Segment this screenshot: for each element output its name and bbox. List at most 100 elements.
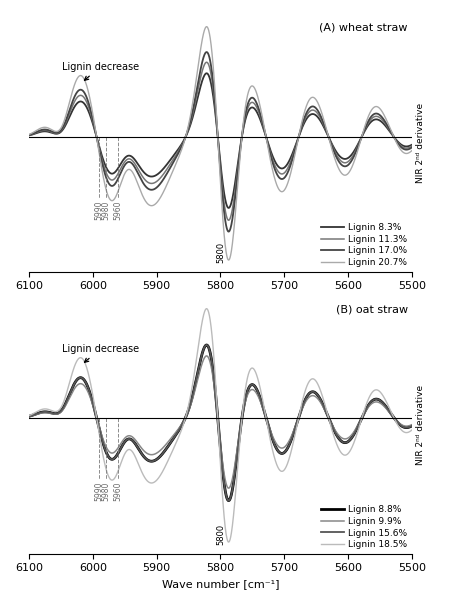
Lignin 9.9% (26, 413, 32, 420)
Lignin 17.0% (328, 140, 334, 147)
Lignin 9.9% (46, 410, 51, 417)
Lignin 8.8% (409, 422, 415, 429)
Line: Lignin 9.9%: Lignin 9.9% (29, 356, 412, 488)
Lignin 15.6% (26, 413, 32, 420)
Text: Lignin decrease: Lignin decrease (62, 62, 139, 80)
Lignin 20.7% (409, 147, 415, 154)
Lignin 8.3% (26, 132, 32, 139)
Lignin 11.3% (212, 106, 218, 113)
Lignin 8.8% (398, 422, 404, 429)
Legend: Lignin 8.8%, Lignin 9.9%, Lignin 15.6%, Lignin 18.5%: Lignin 8.8%, Lignin 9.9%, Lignin 15.6%, … (321, 505, 407, 549)
Lignin 15.6% (328, 420, 334, 427)
Lignin 20.7% (46, 124, 51, 132)
Lignin 17.0% (46, 126, 51, 133)
Lignin 18.5% (409, 426, 415, 434)
Text: (B) oat straw: (B) oat straw (336, 304, 408, 315)
Lignin 20.7% (212, 92, 218, 100)
Lignin 18.5% (212, 374, 218, 382)
Lignin 8.8% (328, 420, 334, 427)
Lignin 8.3% (398, 141, 404, 148)
Text: 5990: 5990 (95, 481, 104, 501)
Lignin 8.8% (202, 342, 208, 350)
Lignin 9.9% (204, 352, 210, 359)
Lignin 18.5% (202, 307, 208, 314)
Lignin 11.3% (328, 139, 334, 146)
Lignin 18.5% (398, 426, 404, 433)
Line: Lignin 18.5%: Lignin 18.5% (29, 309, 412, 542)
Lignin 8.8% (204, 341, 210, 349)
Lignin 8.3% (409, 141, 415, 149)
Line: Lignin 15.6%: Lignin 15.6% (29, 345, 412, 501)
Lignin 15.6% (212, 388, 218, 395)
Lignin 18.5% (398, 426, 404, 433)
Lignin 17.0% (212, 102, 218, 109)
Lignin 18.5% (204, 305, 210, 312)
Line: Lignin 20.7%: Lignin 20.7% (29, 27, 412, 260)
Lignin 15.6% (46, 408, 51, 416)
Lignin 11.3% (409, 143, 415, 150)
Lignin 9.9% (398, 421, 404, 428)
Lignin 17.0% (398, 143, 404, 150)
Text: 5980: 5980 (101, 481, 110, 501)
Lignin 15.6% (398, 422, 404, 429)
Lignin 9.9% (328, 419, 334, 426)
Text: 5800: 5800 (216, 242, 225, 263)
Lignin 8.8% (26, 413, 32, 420)
Text: (A) wheat straw: (A) wheat straw (319, 23, 408, 33)
X-axis label: Wave number [cm⁻¹]: Wave number [cm⁻¹] (162, 579, 279, 589)
Lignin 15.6% (202, 342, 208, 350)
Lignin 18.5% (46, 406, 51, 413)
Lignin 9.9% (226, 484, 231, 492)
Lignin 11.3% (398, 143, 404, 150)
Lignin 15.6% (226, 497, 231, 504)
Lignin 18.5% (328, 422, 334, 429)
Lignin 9.9% (409, 421, 415, 428)
Lignin 9.9% (212, 392, 218, 399)
Text: NIR 2ⁿᵈ derivative: NIR 2ⁿᵈ derivative (416, 385, 425, 466)
Lignin 8.8% (226, 497, 231, 504)
Lignin 15.6% (398, 422, 404, 429)
Lignin 17.0% (409, 144, 415, 151)
Lignin 20.7% (398, 147, 404, 154)
Line: Lignin 11.3%: Lignin 11.3% (29, 62, 412, 220)
Lignin 17.0% (26, 132, 32, 139)
Lignin 20.7% (202, 25, 208, 32)
Lignin 11.3% (226, 217, 231, 224)
Lignin 8.8% (212, 388, 218, 395)
Lignin 11.3% (398, 142, 404, 149)
Line: Lignin 17.0%: Lignin 17.0% (29, 52, 412, 231)
Lignin 20.7% (328, 142, 334, 149)
Lignin 8.8% (46, 408, 51, 416)
Lignin 9.9% (398, 421, 404, 428)
Legend: Lignin 8.3%, Lignin 11.3%, Lignin 17.0%, Lignin 20.7%: Lignin 8.3%, Lignin 11.3%, Lignin 17.0%,… (321, 223, 407, 267)
Lignin 11.3% (26, 132, 32, 139)
Lignin 8.3% (202, 71, 208, 78)
Lignin 8.3% (204, 69, 210, 77)
Lignin 8.3% (398, 141, 404, 148)
Lignin 18.5% (226, 538, 231, 545)
Lignin 8.3% (212, 110, 218, 117)
Lignin 11.3% (46, 127, 51, 135)
Lignin 20.7% (204, 23, 210, 30)
Line: Lignin 8.3%: Lignin 8.3% (29, 73, 412, 208)
Lignin 17.0% (204, 48, 210, 56)
Lignin 17.0% (202, 50, 208, 57)
Lignin 8.3% (328, 138, 334, 146)
Text: Lignin decrease: Lignin decrease (62, 344, 139, 362)
Lignin 11.3% (204, 59, 210, 66)
Lignin 20.7% (26, 131, 32, 138)
Text: NIR 2ⁿᵈ derivative: NIR 2ⁿᵈ derivative (416, 103, 425, 184)
Lignin 15.6% (204, 341, 210, 349)
Text: 5980: 5980 (101, 200, 110, 220)
Lignin 9.9% (202, 353, 208, 361)
Line: Lignin 8.8%: Lignin 8.8% (29, 345, 412, 501)
Lignin 17.0% (226, 228, 231, 235)
Lignin 11.3% (202, 60, 208, 67)
Text: 5960: 5960 (114, 200, 123, 220)
Lignin 20.7% (398, 146, 404, 153)
Lignin 20.7% (226, 257, 231, 264)
Text: 5800: 5800 (216, 524, 225, 545)
Lignin 8.3% (46, 128, 51, 135)
Text: 5990: 5990 (95, 200, 104, 220)
Lignin 17.0% (398, 144, 404, 151)
